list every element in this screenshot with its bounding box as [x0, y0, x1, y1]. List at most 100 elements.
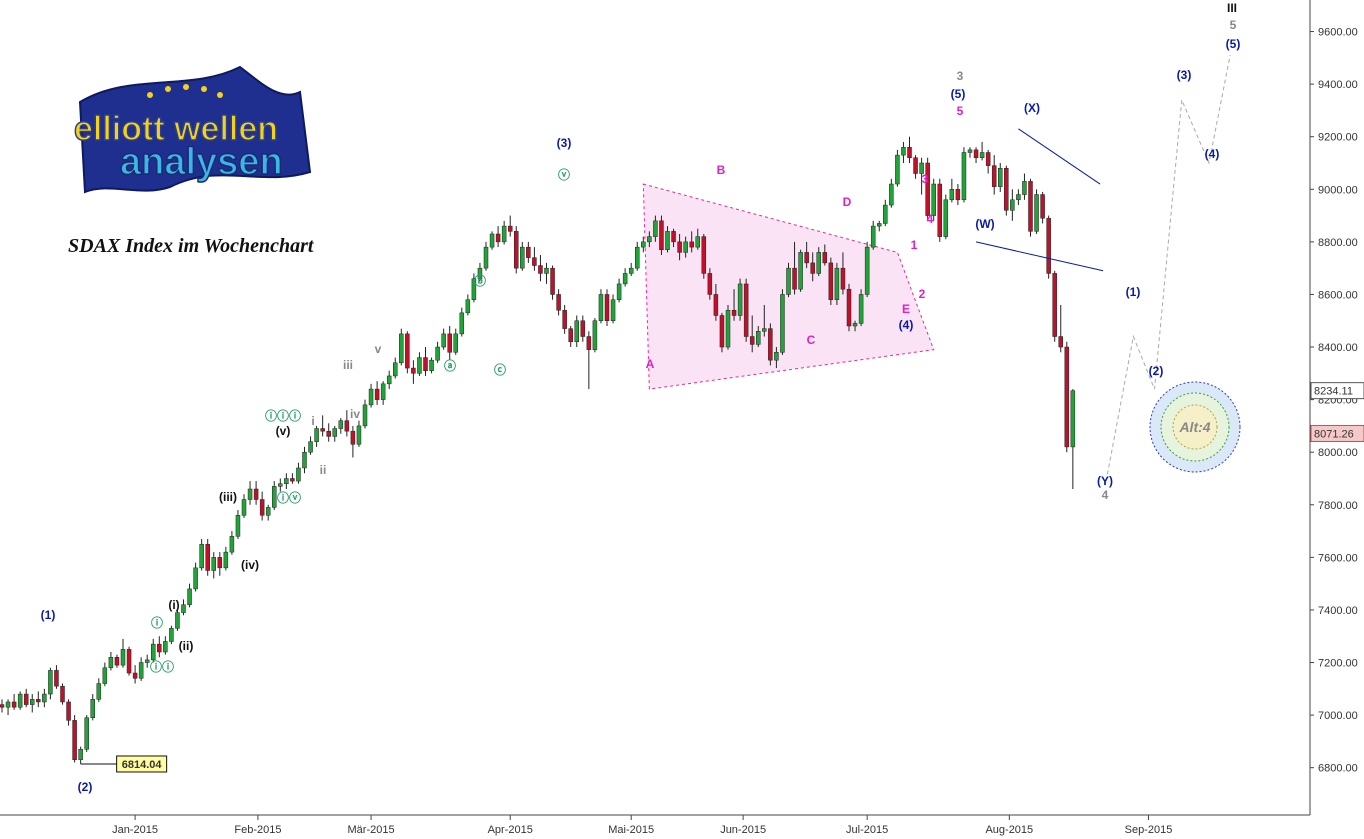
candle-body: [241, 499, 247, 516]
candle-body: [1046, 217, 1051, 274]
candle-body: [659, 220, 664, 251]
candle-body: [447, 333, 452, 353]
candle-body: [707, 273, 713, 295]
candle-body: [955, 189, 961, 201]
x-tick-label: Aug-2015: [985, 824, 1033, 836]
candles: [0, 136, 1076, 764]
candle-body: [296, 467, 301, 482]
candle-body: [1034, 194, 1039, 232]
candle-body: [665, 231, 670, 251]
candle-body: [393, 362, 398, 377]
candle-body: [544, 267, 549, 274]
candle-body: [562, 309, 567, 329]
candle-body: [532, 257, 537, 266]
candle-body: [435, 346, 440, 361]
wave-label: ⓘⓥ: [277, 490, 301, 505]
x-tick-label: Mär-2015: [348, 824, 395, 836]
current-price-box: [1310, 382, 1364, 400]
y-tick-label: 7800.00: [1318, 500, 1358, 512]
candle-body: [368, 388, 374, 406]
candle-body: [526, 246, 531, 258]
candle-body: [108, 657, 114, 669]
wave-label: 5: [957, 104, 964, 118]
candle-body: [453, 333, 458, 353]
wave-label: B: [717, 163, 726, 177]
candle-body: [616, 283, 622, 300]
wave-label: (5): [1226, 37, 1241, 51]
wave-label: 4: [927, 212, 934, 226]
wave-label: iv: [350, 407, 360, 421]
candle-body: [550, 267, 555, 295]
candle-body: [405, 333, 410, 369]
candle-body: [193, 567, 198, 590]
candle-body: [344, 420, 350, 432]
candle-body: [362, 404, 368, 427]
candle-body: [1070, 390, 1076, 448]
x-tick-label: Feb-2015: [234, 824, 281, 836]
candle-body: [846, 288, 852, 327]
candle-body: [320, 428, 325, 432]
wave-label: ⓒ: [494, 362, 506, 377]
candle-body: [653, 220, 658, 237]
wave-label: D: [843, 195, 852, 209]
candle-body: [187, 588, 192, 605]
projection-line: [1105, 55, 1231, 482]
candle-body: [60, 685, 65, 703]
candle-body: [979, 152, 985, 158]
candle-body: [66, 701, 71, 721]
candle-body: [991, 165, 997, 187]
wave-label: ⓐ: [444, 358, 456, 373]
candle-body: [489, 233, 495, 248]
candle-body: [834, 267, 840, 300]
y-tick-label: 7400.00: [1318, 605, 1358, 617]
wave-label: (2): [1149, 364, 1164, 378]
wave-label: i: [311, 414, 314, 428]
candle-body: [102, 667, 108, 684]
wave-label: 3: [922, 172, 929, 186]
x-tick-label: Jul-2015: [846, 824, 888, 836]
lower-trendline: [975, 241, 1104, 272]
candle-body: [302, 451, 307, 469]
candle-body: [217, 557, 223, 569]
candle-body: [72, 720, 77, 761]
alt-ring-inner: [1172, 404, 1218, 450]
candle-body: [967, 149, 973, 153]
wave-label: (5): [951, 87, 966, 101]
candle-body: [822, 252, 828, 264]
candle-body: [943, 199, 949, 237]
candle-body: [265, 507, 271, 516]
y-tick-label: 8000.00: [1318, 447, 1358, 459]
candle-body: [695, 236, 700, 248]
wave-label: v: [375, 342, 382, 356]
wave-label: (1): [41, 608, 56, 622]
candle-body: [901, 146, 906, 156]
candle-body: [713, 294, 719, 316]
candle-body: [223, 551, 229, 569]
candle-body: [973, 149, 979, 158]
candle-body: [1058, 336, 1063, 348]
logo-line2: analysen: [120, 141, 283, 183]
candle-body: [0, 704, 5, 708]
wave-label: (1): [1126, 285, 1141, 299]
y-tick-label: 9600.00: [1318, 27, 1358, 39]
y-tick-label: 9200.00: [1318, 132, 1358, 144]
candle-body: [828, 262, 834, 300]
candle-body: [374, 388, 380, 400]
wave-label: (3): [557, 136, 572, 150]
candle-body: [417, 357, 422, 374]
candle-body: [556, 294, 561, 311]
candle-body: [816, 252, 821, 274]
upper-trendline: [1018, 128, 1101, 185]
logo-line1: elliott wellen: [74, 110, 278, 148]
candle-body: [259, 499, 265, 516]
candle-body: [925, 162, 930, 216]
y-tick-label: 9400.00: [1318, 79, 1358, 91]
wave-label: (iv): [241, 558, 259, 572]
wave-label: (4): [899, 318, 914, 332]
trendlines: [975, 128, 1104, 272]
candle-body: [181, 604, 186, 613]
wave-label: E: [902, 302, 910, 316]
candle-body: [163, 641, 168, 653]
wave-label: (X): [1024, 101, 1040, 115]
price-labels: 8234.11 8071.26 6814.04: [80, 382, 1364, 773]
